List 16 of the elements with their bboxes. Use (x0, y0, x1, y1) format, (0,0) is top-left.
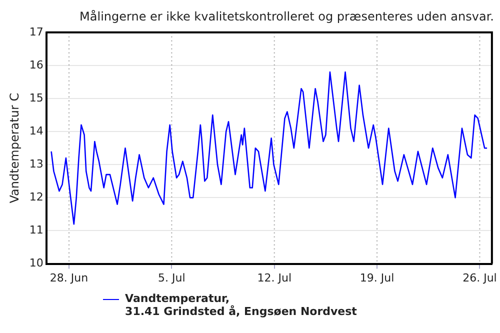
y-axis-title: Vandtemperatur C (7, 92, 22, 204)
y-tick-label: 12 (29, 190, 44, 204)
x-tick-label: 19. Jul (360, 271, 394, 284)
y-tick-label: 10 (29, 256, 44, 270)
y-tick-label: 17 (29, 25, 44, 38)
chart-title: Målingerne er ikke kvalitetskontrolleret og præsenteres uden ansvar. (80, 9, 494, 24)
x-tick-label: 26. Jul (462, 271, 497, 284)
legend-label: Vandtemperatur, 31.41 Grindsted å, Engsøen Nordvest (125, 292, 357, 318)
y-tick-label: 16 (29, 58, 44, 72)
x-tick-label: 5. Jul (158, 271, 186, 284)
x-tick-label: 12. Jul (257, 271, 292, 284)
y-tick-label: 15 (29, 91, 44, 104)
y-tick-label: 14 (29, 124, 44, 138)
y-tick-label: 13 (29, 157, 44, 170)
x-tick-label: 28. Jun (50, 271, 88, 284)
y-tick-label: 11 (29, 224, 44, 237)
